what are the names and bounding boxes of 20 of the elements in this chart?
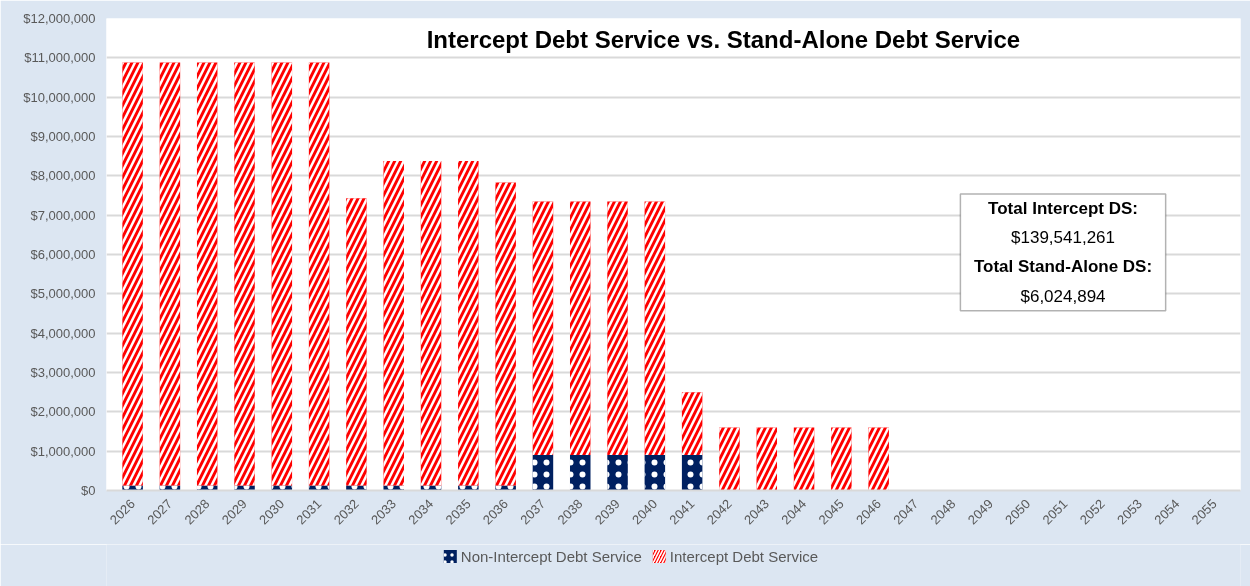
- y-tick-label: $10,000,000: [23, 89, 96, 105]
- y-tick-label: $4,000,000: [30, 325, 96, 341]
- y-tick-label: $3,000,000: [30, 365, 96, 380]
- legend-label: Non-Intercept Debt Service: [460, 548, 642, 565]
- y-tick-label: $1,000,000: [30, 443, 96, 459]
- y-tick-label: $6,000,000: [30, 247, 96, 262]
- annotation: $139,541,261: [1011, 228, 1116, 248]
- y-tick-label: $8,000,000: [30, 168, 96, 184]
- legend-label: Intercept Debt Service: [669, 548, 819, 565]
- y-tick-label: $9,000,000: [30, 129, 96, 144]
- y-tick-label: $0: [81, 483, 96, 498]
- annotation: Total Stand-Alone DS:: [973, 257, 1153, 277]
- chart-title: Intercept Debt Service vs. Stand-Alone Debt Service: [426, 26, 1021, 54]
- y-tick-label: $7,000,000: [30, 207, 96, 223]
- annotation: Total Intercept DS:: [988, 199, 1138, 219]
- y-tick-label: $11,000,000: [24, 50, 96, 66]
- y-tick-label: $5,000,000: [30, 286, 96, 302]
- y-tick-label: $12,000,000: [23, 11, 96, 26]
- annotation: $6,024,894: [1020, 286, 1106, 306]
- y-tick-label: $2,000,000: [30, 404, 96, 420]
